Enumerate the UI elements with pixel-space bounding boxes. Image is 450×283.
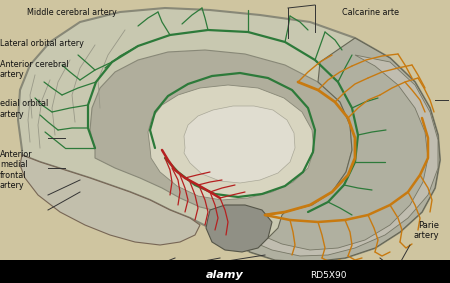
Text: edial orbital
artery: edial orbital artery xyxy=(0,99,48,119)
Text: Calcarine arte: Calcarine arte xyxy=(342,8,399,17)
Polygon shape xyxy=(258,55,438,256)
Text: Anterior
medial
frontal
artery: Anterior medial frontal artery xyxy=(0,150,32,190)
Polygon shape xyxy=(18,8,440,262)
Polygon shape xyxy=(184,106,295,183)
Bar xyxy=(0,260,450,283)
Polygon shape xyxy=(206,205,272,252)
Text: alamy: alamy xyxy=(206,270,244,280)
Text: Posterior medial fr: Posterior medial fr xyxy=(286,276,364,283)
Polygon shape xyxy=(90,50,352,215)
Text: Lateral orbital artery: Lateral orbital artery xyxy=(0,39,84,48)
Text: Middle cerebral artery: Middle cerebral artery xyxy=(27,8,117,17)
Text: Anterior cerebral
artery: Anterior cerebral artery xyxy=(0,60,68,79)
Polygon shape xyxy=(148,85,314,200)
Polygon shape xyxy=(20,155,200,245)
Polygon shape xyxy=(240,38,440,262)
Text: RD5X90: RD5X90 xyxy=(310,271,346,280)
Text: Parie
artery: Parie artery xyxy=(413,221,439,240)
